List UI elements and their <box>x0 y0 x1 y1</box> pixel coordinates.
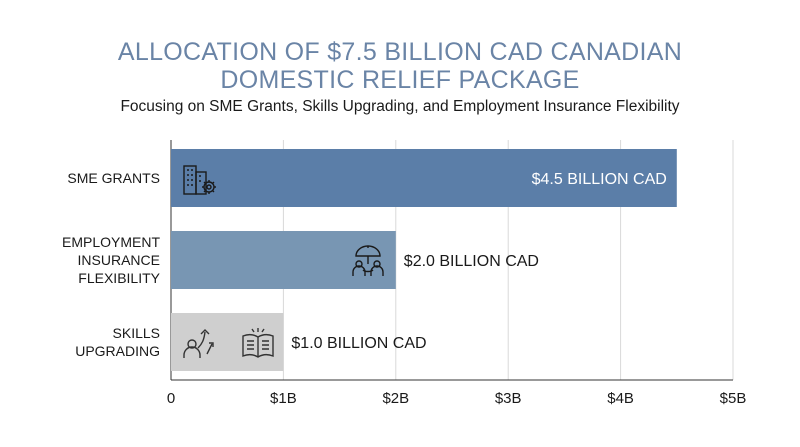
category-label: SKILLS UPGRADING <box>75 324 160 360</box>
category-label-line: UPGRADING <box>75 343 160 359</box>
category-label-line: FLEXIBILITY <box>78 270 160 286</box>
building-gear-icon <box>183 165 216 195</box>
x-tick-label: $3B <box>495 390 522 407</box>
bar-value-label: $4.5 BILLION CAD <box>532 171 667 188</box>
x-tick-label: $5B <box>720 390 747 407</box>
open-book-icon <box>242 328 274 358</box>
x-tick-label: $2B <box>382 390 409 407</box>
category-label-line: SKILLS <box>112 325 160 341</box>
x-tick-label: $4B <box>607 390 634 407</box>
bar-value-label: $1.0 BILLION CAD <box>291 335 426 352</box>
x-tick-label: 0 <box>167 390 175 407</box>
category-label-line: EMPLOYMENT <box>61 234 160 250</box>
category-label: EMPLOYMENT INSURANCE FLEXIBILITY <box>62 233 160 287</box>
chart-title-line-2: DOMESTIC RELIEF PACKAGE <box>220 66 580 94</box>
umbrella-people-icon <box>352 245 384 276</box>
bar <box>171 313 284 371</box>
bar <box>171 231 396 289</box>
category-label: SME GRANTS <box>67 169 160 187</box>
chart-subtitle: Focusing on SME Grants, Skills Upgrading… <box>120 98 680 115</box>
person-growth-icon <box>183 329 214 358</box>
bar-value-label: $2.0 BILLION CAD <box>404 253 539 270</box>
x-tick-label: $1B <box>270 390 297 407</box>
bar <box>171 149 677 207</box>
category-label-line: INSURANCE <box>77 252 160 268</box>
category-label-line: SME GRANTS <box>67 170 160 186</box>
chart-title-line-1: ALLOCATION OF $7.5 BILLION CAD CANADIAN <box>117 38 683 66</box>
